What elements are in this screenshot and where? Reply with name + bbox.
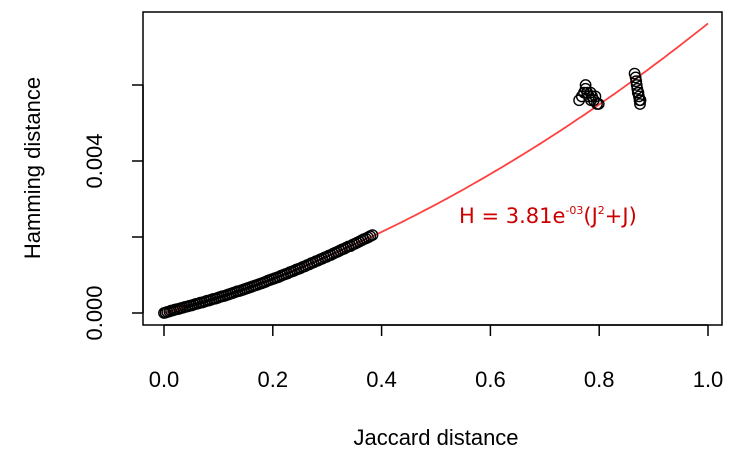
x-tick-label: 0.0	[149, 367, 180, 392]
data-point	[634, 98, 646, 110]
data-point	[630, 75, 643, 88]
equation-term-open: (J	[583, 204, 598, 228]
data-point	[366, 229, 379, 242]
data-point	[632, 86, 645, 99]
fit-curve	[163, 22, 709, 314]
axes: 0.0 0.2 0.4 0.6 0.8 1.0 0.000 0.004	[82, 84, 724, 392]
y-tick-label: 0.004	[82, 133, 107, 188]
y-axis-title: Hamming distance	[20, 77, 45, 259]
plot-frame	[142, 11, 723, 326]
x-tick-label: 0.8	[584, 367, 615, 392]
x-tick-label: 0.6	[475, 367, 506, 392]
data-point	[634, 94, 647, 107]
data-points	[158, 67, 647, 319]
equation-coefficient: H = 3.81e	[459, 204, 566, 228]
equation-exponent: -03	[565, 204, 584, 217]
y-tick-label: 0.000	[82, 285, 107, 340]
equation-term-close: +J)	[604, 204, 637, 228]
data-point	[585, 94, 597, 107]
x-axis-title: Jaccard distance	[353, 425, 518, 450]
x-tick-label: 1.0	[693, 367, 724, 392]
data-point	[579, 79, 592, 91]
x-tick-label: 0.4	[366, 367, 397, 392]
equation-term-power: 2	[597, 204, 605, 217]
data-point	[630, 79, 643, 91]
data-point	[629, 71, 642, 84]
fit-equation-label: H = 3.81e-03(J2+J)	[459, 205, 637, 227]
x-tick-label: 0.2	[258, 367, 289, 392]
